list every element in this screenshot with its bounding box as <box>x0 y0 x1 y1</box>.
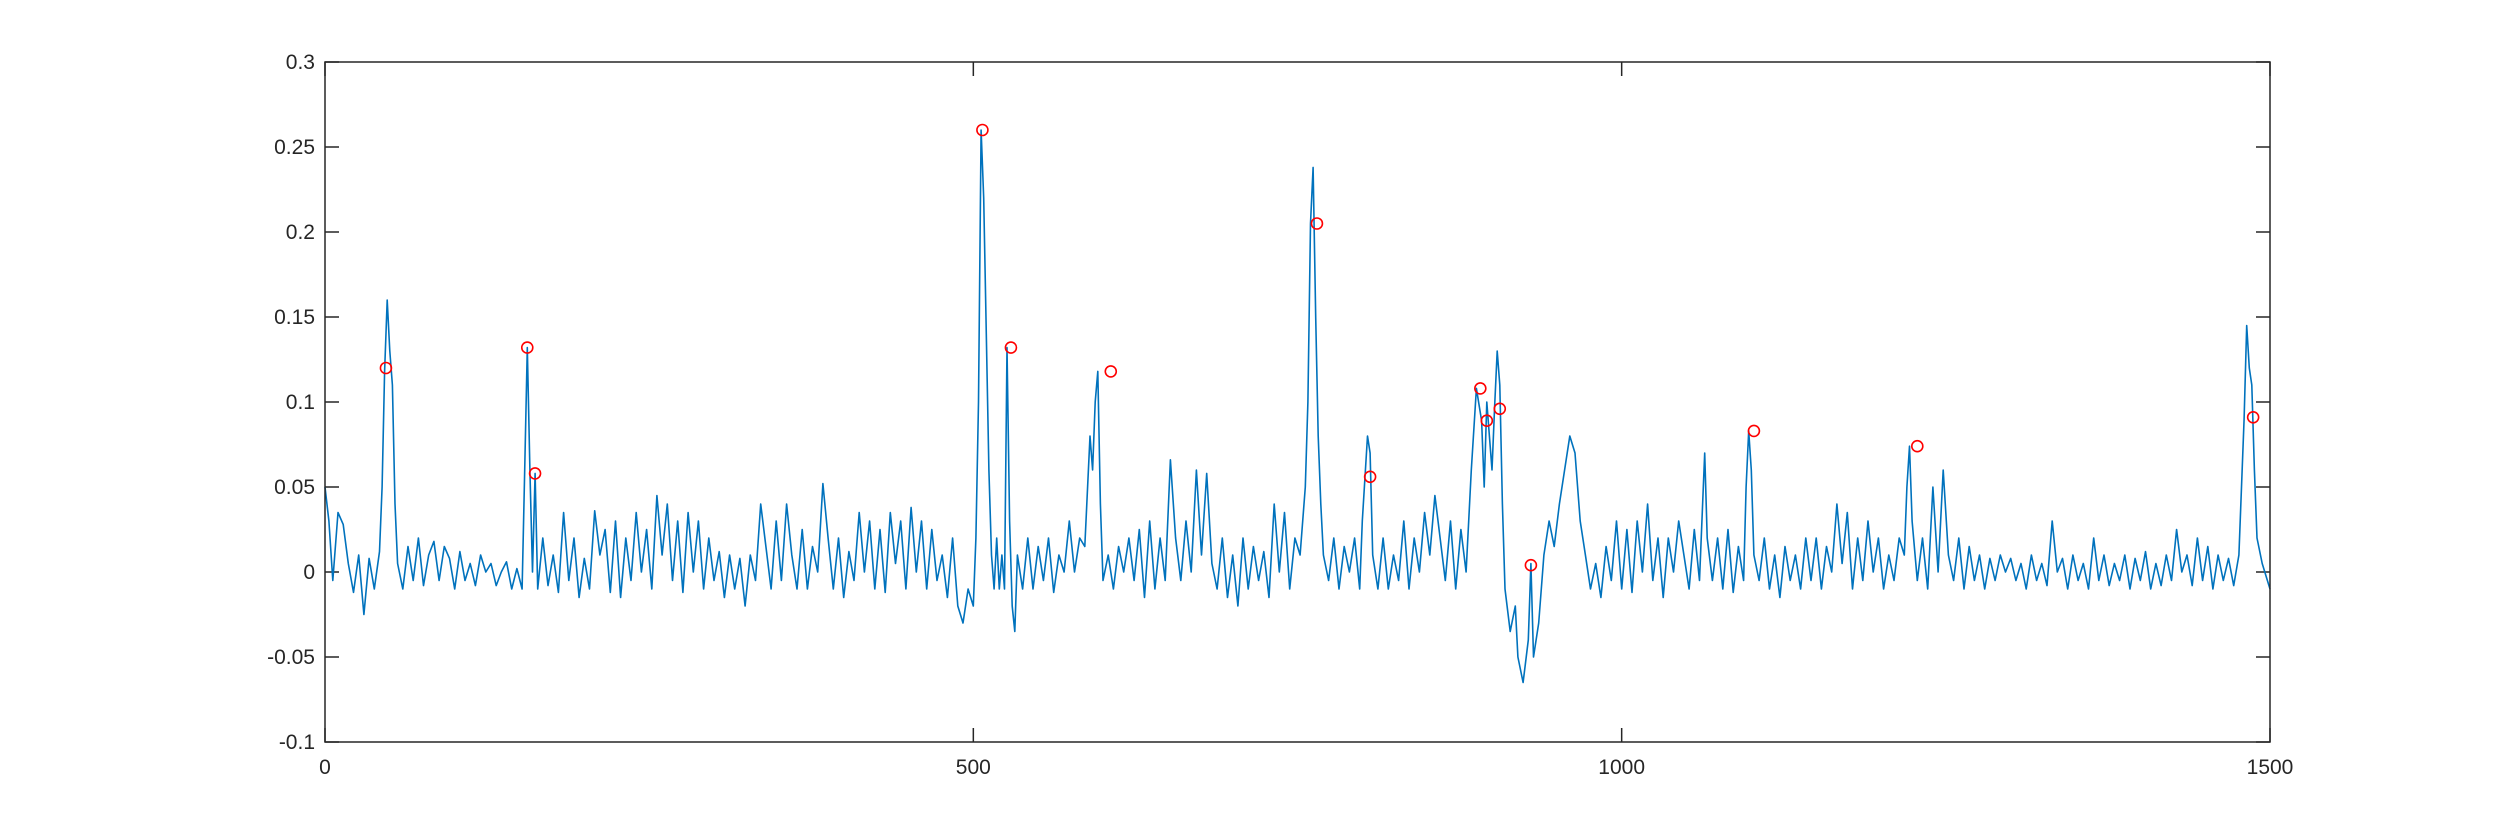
peak-markers <box>379 123 2260 572</box>
y-tick-label: -0.1 <box>279 731 315 754</box>
peak-marker <box>1104 365 1118 378</box>
y-tick-label: -0.05 <box>267 646 315 669</box>
plot-area <box>325 62 2270 742</box>
axes-box <box>324 61 2271 743</box>
peak-marker <box>1004 341 1018 354</box>
peak-marker <box>1911 439 1924 453</box>
y-tick-label: 0 <box>303 561 315 584</box>
peak-marker <box>2246 410 2260 424</box>
x-tick-label: 1500 <box>2247 756 2294 779</box>
peak-marker <box>1524 558 1538 572</box>
peak-marker <box>1480 414 1494 428</box>
peak-marker <box>1493 402 1507 416</box>
x-tick-label: 500 <box>956 756 991 779</box>
peak-marker <box>976 123 989 137</box>
y-tick-label: 0.3 <box>286 51 315 74</box>
x-axis-tick-labels: 0 500 1000 1500 <box>319 756 2293 779</box>
x-tick-label: 1000 <box>1598 756 1645 779</box>
y-tick-label: 0.05 <box>274 476 315 499</box>
peak-marker <box>379 361 393 375</box>
y-tick-label: 0.15 <box>274 306 315 329</box>
series-line <box>324 129 2271 684</box>
x-tick-label: 0 <box>319 756 331 779</box>
y-axis-tick-labels: -0.1 -0.05 0 0.05 0.1 0.15 0.2 0.25 0.3 <box>267 51 315 754</box>
y-tick-label: 0.25 <box>274 136 315 159</box>
peak-marker <box>1363 470 1377 484</box>
y-tick-label: 0.2 <box>286 221 315 244</box>
peak-marker <box>1747 424 1761 438</box>
y-tick-label: 0.1 <box>286 391 315 414</box>
peak-marker <box>528 467 542 480</box>
peak-marker <box>520 341 534 354</box>
peak-marker <box>1474 382 1487 395</box>
peak-marker <box>1310 217 1324 230</box>
